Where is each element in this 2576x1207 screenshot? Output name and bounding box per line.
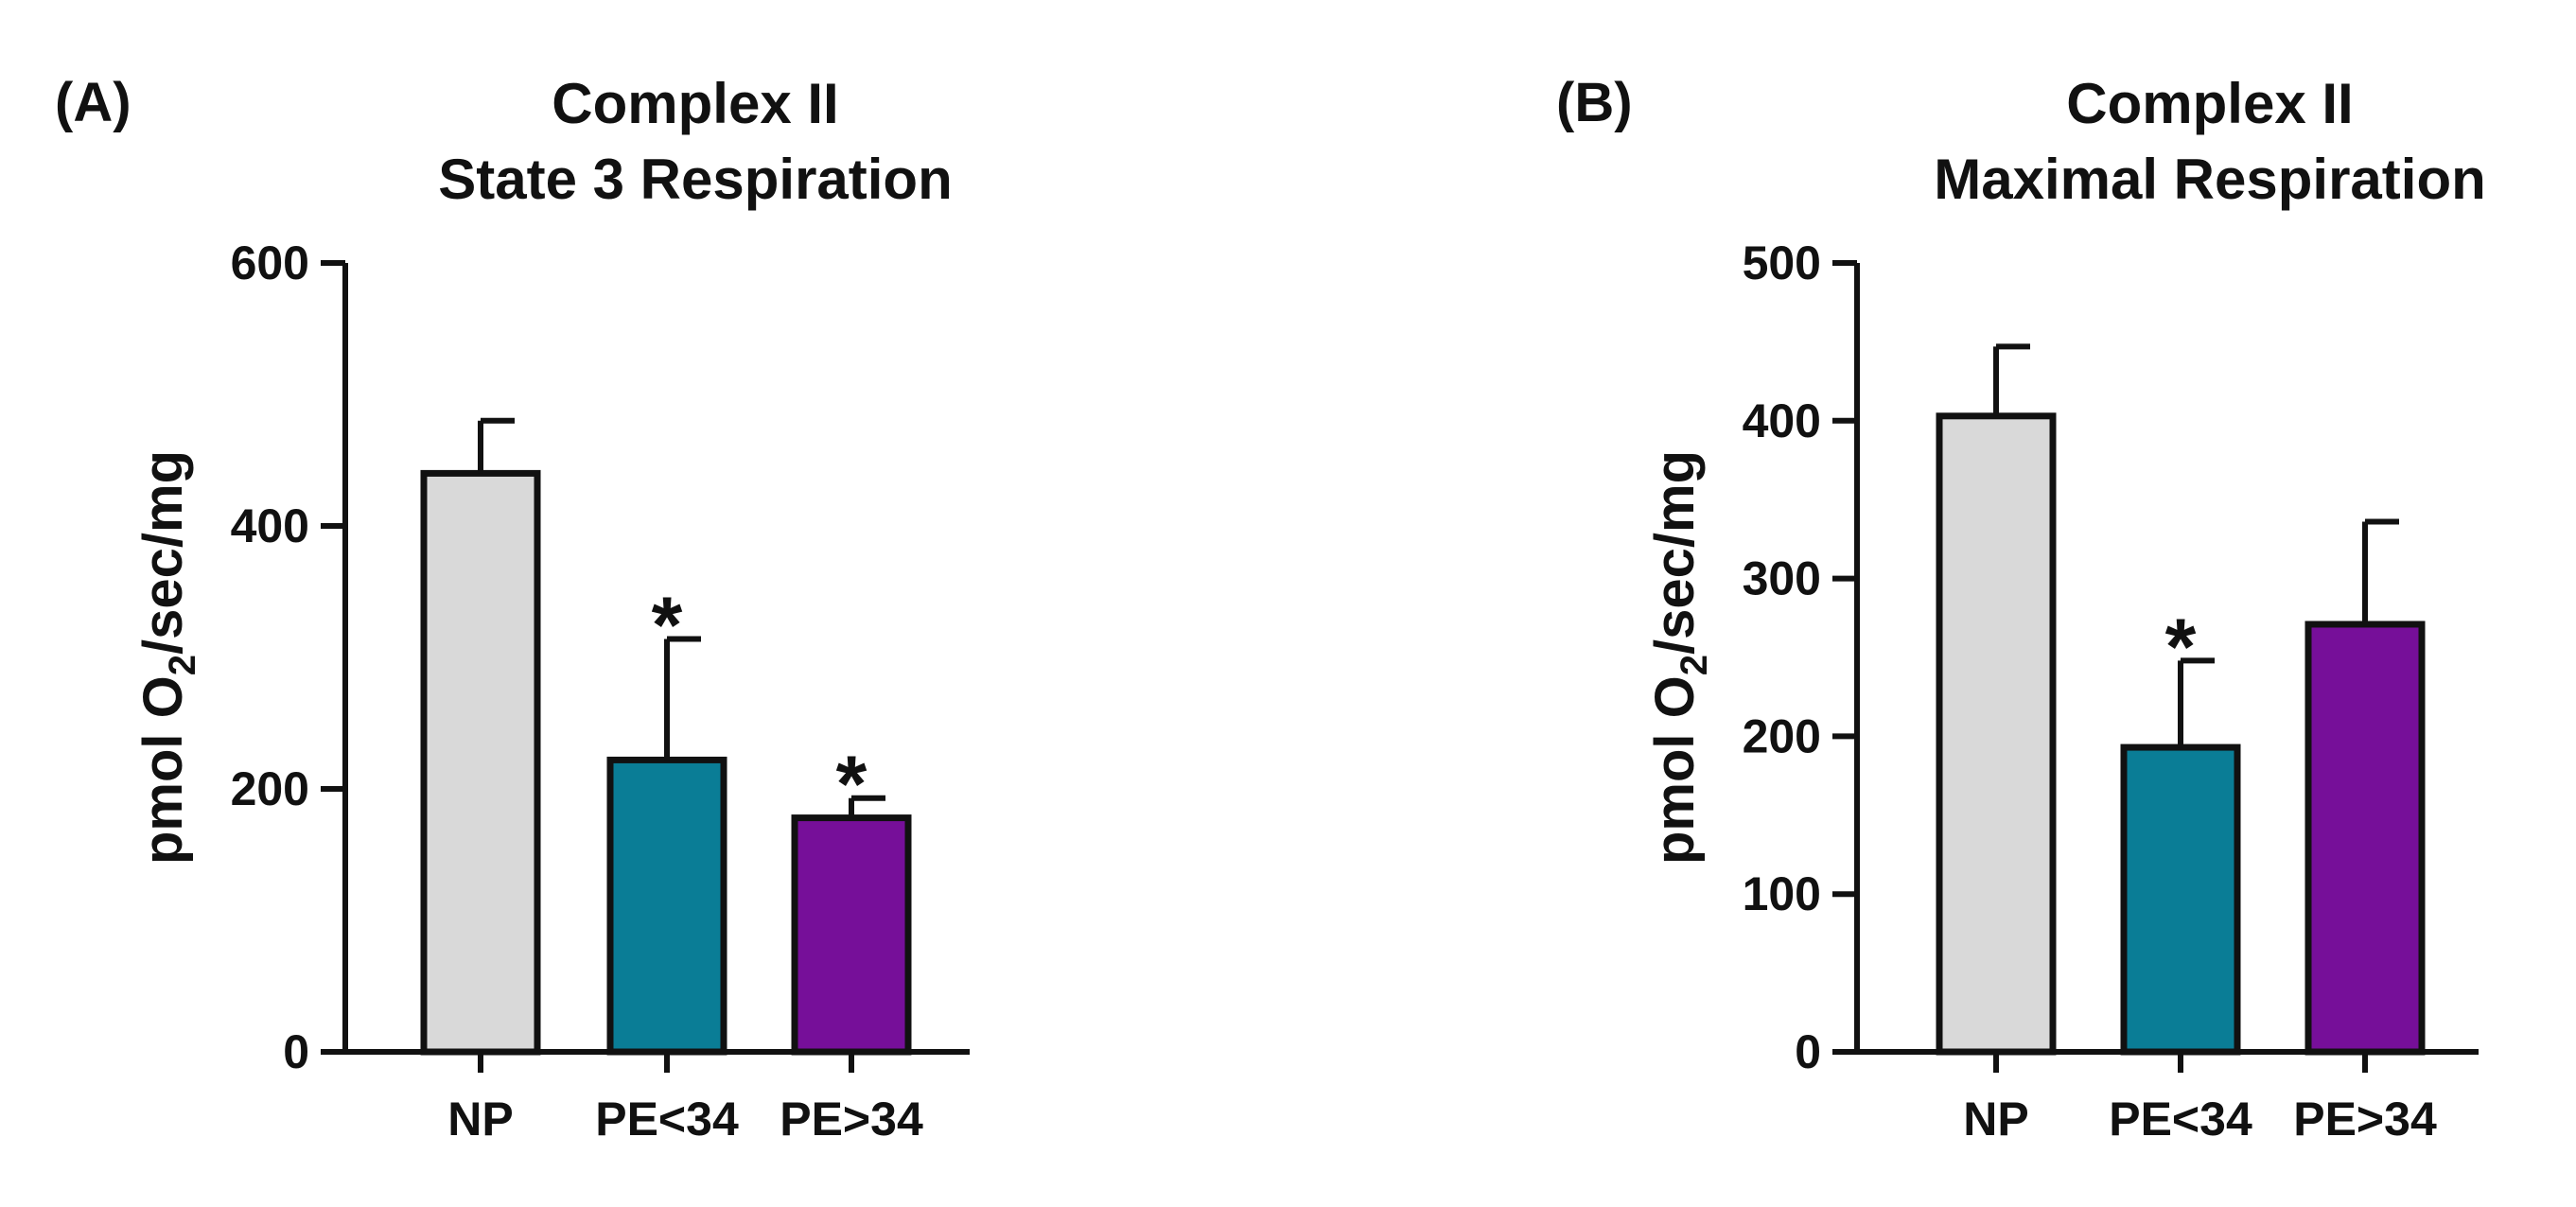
bar-3 bbox=[791, 814, 912, 1056]
significance-marker-2: * bbox=[2165, 602, 2197, 691]
x-tick-label-1: NP bbox=[1963, 1093, 2028, 1146]
bar-1 bbox=[1936, 412, 2057, 1056]
chart-title-line-2: State 3 Respiration bbox=[438, 148, 953, 211]
y-tick-label-4: 300 bbox=[1743, 552, 1821, 605]
y-axis-label-suffix: /sec/mg bbox=[1644, 450, 1706, 655]
significance-marker-3: * bbox=[836, 740, 867, 829]
y-axis-label-prefix: pmol O bbox=[132, 675, 194, 865]
y-tick-label-2: 200 bbox=[231, 762, 309, 815]
y-axis-label-prefix: pmol O bbox=[1644, 675, 1706, 865]
chart-title-line-1: Complex II bbox=[2066, 72, 2353, 135]
y-axis-label: pmol O2/sec/mg bbox=[1644, 450, 1715, 865]
chart-b: (B) Complex II Maximal Respiration pmol O2/… bbox=[1556, 72, 2486, 1146]
panel-label: (B) bbox=[1556, 72, 1633, 133]
y-tick-label-6: 500 bbox=[1743, 236, 1821, 289]
y-axis-label-subscript: 2 bbox=[162, 655, 203, 675]
bar-2 bbox=[606, 756, 727, 1056]
chart-title-line-1: Complex II bbox=[552, 72, 838, 135]
x-tick-label-2: PE<34 bbox=[595, 1093, 739, 1146]
bar-2 bbox=[2120, 743, 2241, 1056]
x-tick-label-3: PE>34 bbox=[2293, 1093, 2437, 1146]
y-axis-label: pmol O2/sec/mg bbox=[132, 450, 203, 865]
bar-3 bbox=[2304, 621, 2426, 1056]
y-tick-label-1: 0 bbox=[283, 1025, 309, 1078]
y-tick-label-2: 100 bbox=[1743, 867, 1821, 920]
y-axis-label-subscript: 2 bbox=[1674, 655, 1715, 675]
x-tick-label-3: PE>34 bbox=[780, 1093, 923, 1146]
chart-title-line-2: Maximal Respiration bbox=[1934, 148, 2486, 211]
y-tick-label-3: 200 bbox=[1743, 709, 1821, 762]
y-tick-label-5: 400 bbox=[1743, 394, 1821, 447]
y-tick-label-1: 0 bbox=[1795, 1025, 1821, 1078]
x-tick-label-1: NP bbox=[447, 1093, 513, 1146]
x-tick-label-2: PE<34 bbox=[2109, 1093, 2252, 1146]
y-tick-label-4: 600 bbox=[231, 236, 309, 289]
y-axis-label-suffix: /sec/mg bbox=[132, 450, 194, 655]
chart-a: (A) Complex II State 3 Respiration pmol O2/… bbox=[55, 72, 970, 1146]
significance-marker-2: * bbox=[652, 581, 683, 670]
panel-label: (A) bbox=[55, 72, 131, 133]
y-tick-label-3: 400 bbox=[231, 499, 309, 552]
bar-1 bbox=[420, 469, 541, 1056]
